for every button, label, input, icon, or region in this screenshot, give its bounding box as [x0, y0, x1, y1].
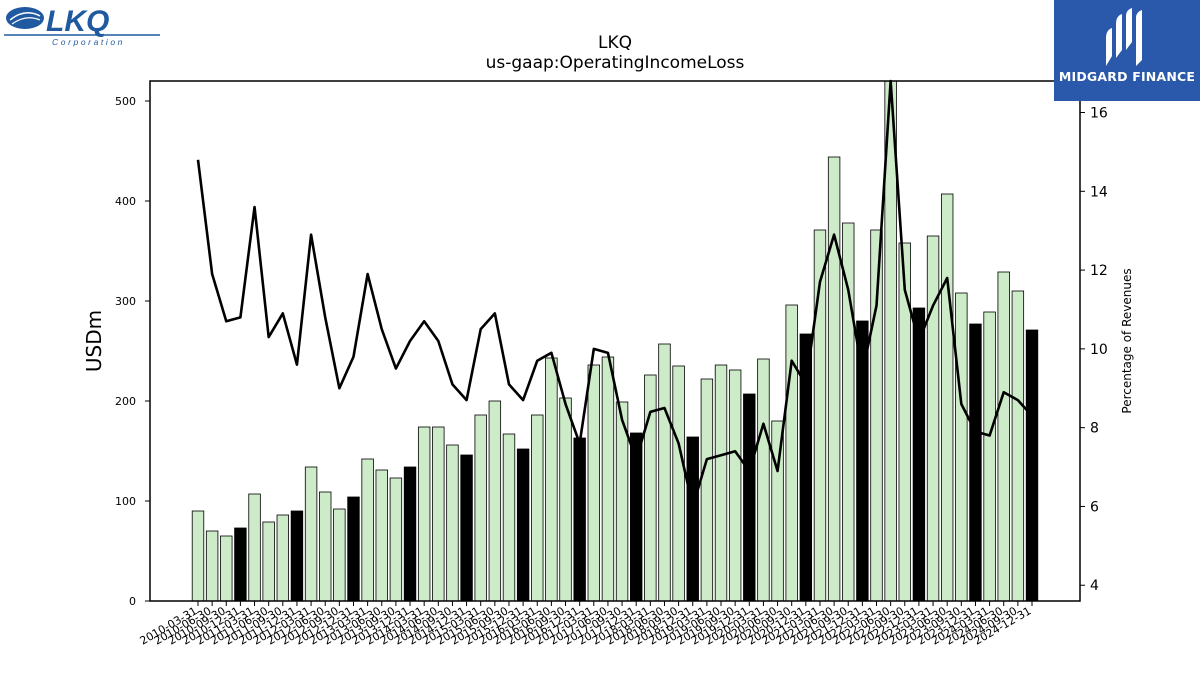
bar [319, 491, 332, 602]
lkq-logo-subtext: Corporation [52, 37, 125, 47]
y2-tick-label: 10 [1090, 342, 1108, 358]
bar [559, 397, 572, 602]
bar [375, 469, 388, 602]
bar [714, 364, 728, 602]
y-tick-label: 0 [129, 595, 136, 608]
axes: 0100200300400500468101214162010-03-31201… [115, 80, 1108, 648]
bar [686, 436, 699, 602]
percentage-line [196, 79, 1033, 508]
bar [926, 235, 940, 602]
bar [898, 242, 911, 602]
lkq-logo-text: LKQ [46, 5, 109, 38]
bar [1025, 329, 1039, 602]
bar [516, 448, 530, 602]
bar [205, 530, 219, 602]
midgard-mark-icon [1106, 8, 1142, 66]
bar [997, 271, 1010, 602]
y2-tick-label: 4 [1090, 578, 1099, 594]
bar [799, 333, 813, 602]
y2-axis-label: Percentage of Revenues [1120, 268, 1134, 413]
bar [460, 454, 473, 602]
bar [234, 527, 247, 602]
bar [220, 535, 233, 602]
percentage-line-series [196, 79, 1033, 508]
bar [531, 414, 544, 602]
lkq-logo: LKQ Corporation [4, 4, 160, 48]
y2-tick-label: 14 [1090, 184, 1108, 200]
y-tick-label: 200 [115, 395, 136, 408]
bar [573, 437, 586, 602]
bar [432, 426, 445, 602]
bar [262, 521, 275, 602]
bar [644, 374, 657, 602]
bar [601, 356, 615, 602]
bar [403, 466, 417, 602]
y2-tick-label: 16 [1090, 106, 1108, 122]
bar [912, 307, 926, 602]
bar [983, 311, 996, 602]
bar [827, 156, 841, 602]
y2-tick-label: 8 [1090, 421, 1099, 437]
y-tick-label: 400 [115, 195, 136, 208]
bar [842, 222, 855, 602]
bar [856, 320, 869, 602]
chart-title: LKQ [598, 33, 632, 53]
midgard-logo-text: MIDGARD FINANCE [1058, 69, 1196, 84]
y-tick-label: 500 [115, 95, 136, 108]
bar [743, 393, 756, 602]
y-axis-label: USDm [82, 310, 106, 372]
chart-subtitle: us-gaap:OperatingIncomeLoss [486, 53, 745, 73]
y-tick-label: 100 [115, 495, 136, 508]
bar [502, 433, 516, 602]
bar [757, 358, 770, 602]
bar [248, 493, 261, 602]
y2-tick-label: 6 [1090, 499, 1099, 515]
bar [276, 514, 290, 602]
bar [545, 357, 558, 602]
bar [191, 510, 205, 602]
bar [785, 304, 798, 602]
midgard-finance-logo: MIDGARD FINANCE [1054, 0, 1200, 101]
bar [474, 414, 487, 602]
y-tick-label: 300 [115, 295, 136, 308]
bar [347, 496, 360, 602]
bar [446, 444, 459, 602]
bar [700, 378, 714, 602]
bar [290, 510, 304, 602]
bar [955, 292, 968, 602]
bar-series [191, 80, 1039, 602]
bar [587, 364, 600, 602]
bar [658, 343, 671, 602]
bar [488, 400, 502, 602]
bar [333, 508, 346, 602]
bar [361, 458, 374, 602]
plot-frame [149, 80, 1081, 602]
bar [940, 193, 954, 602]
bar [672, 365, 685, 602]
bar [1011, 290, 1025, 602]
bar [728, 369, 742, 602]
bar [969, 323, 982, 602]
y2-tick-label: 12 [1090, 263, 1108, 279]
bar [304, 466, 318, 602]
bar [417, 426, 431, 602]
bar [389, 477, 403, 602]
